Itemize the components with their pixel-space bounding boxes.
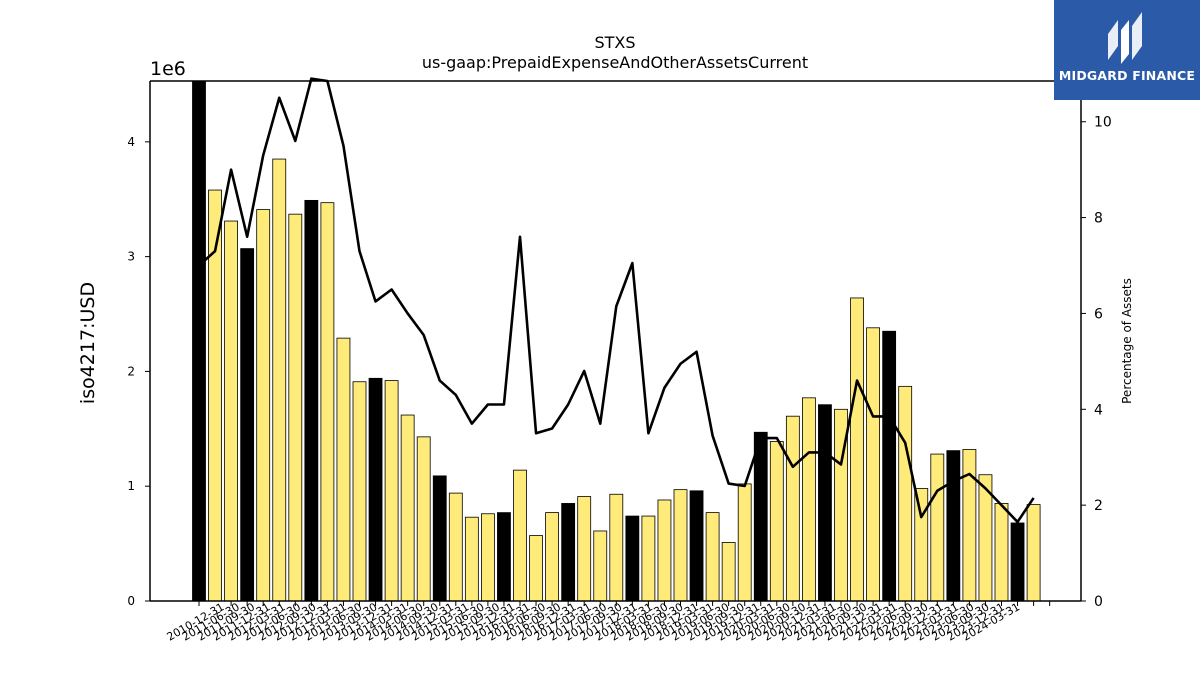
bar [802, 397, 816, 602]
bars-layer [192, 80, 1041, 602]
y2-tick-label: 10 [1094, 115, 1112, 131]
bar [962, 449, 977, 602]
y-tick-label: 2 [127, 364, 135, 378]
bar [673, 489, 688, 602]
y2-tick-label: 0 [1094, 594, 1103, 610]
bar [641, 515, 656, 602]
bar [753, 431, 768, 602]
bar [818, 404, 832, 602]
bar [288, 213, 303, 602]
bar [256, 209, 271, 602]
bar [657, 499, 672, 602]
chart-title: STXS [594, 33, 635, 52]
bar [850, 297, 864, 602]
bar [497, 512, 511, 602]
bar [705, 512, 720, 602]
bar [866, 327, 880, 602]
bar [561, 503, 576, 602]
bar [689, 490, 704, 602]
bar [240, 248, 255, 602]
axes-layer: 0123402468102010-12-312011-06-302011-09-… [127, 80, 1112, 644]
y2-tick-label: 4 [1094, 402, 1103, 418]
bar [593, 530, 608, 602]
bar [304, 199, 319, 602]
bar [577, 496, 592, 602]
bar [432, 475, 447, 602]
bar [480, 513, 495, 602]
percentage-line [198, 77, 1035, 524]
bar [1010, 522, 1025, 602]
chart-subtitle: us-gaap:PrepaidExpenseAndOtherAssetsCurr… [422, 53, 808, 72]
bar [400, 414, 415, 602]
bar [930, 453, 945, 602]
bar [416, 436, 431, 602]
logo-text: MIDGARD FINANCE [1058, 68, 1196, 83]
y-offset-label: 1e6 [150, 58, 186, 80]
y-axis-label: iso4217:USD [77, 282, 99, 404]
bar [1026, 504, 1041, 602]
bar [721, 542, 736, 602]
bar [625, 515, 640, 602]
y-tick-label: 0 [127, 594, 135, 608]
bar [448, 492, 463, 602]
y-tick-label: 3 [127, 250, 135, 264]
brand-logo: MIDGARD FINANCE [1054, 0, 1200, 100]
bar [224, 220, 239, 602]
line-layer [198, 77, 1035, 524]
bar [192, 80, 206, 602]
bar [898, 385, 913, 602]
bar [994, 503, 1009, 602]
bar [545, 512, 559, 602]
midgard-logo-icon [1108, 12, 1142, 64]
y2-tick-label: 2 [1094, 498, 1103, 514]
bar [272, 158, 287, 602]
y-tick-label: 4 [127, 135, 135, 149]
bar [946, 450, 961, 602]
bar [914, 488, 929, 602]
bar [737, 483, 752, 602]
bar [769, 441, 784, 602]
bar [464, 516, 479, 602]
y2-axis-label: Percentage of Assets [1120, 278, 1134, 404]
bar [609, 493, 624, 602]
bar [352, 381, 367, 602]
y2-tick-label: 8 [1094, 211, 1103, 227]
bar [785, 415, 800, 602]
bar [384, 380, 399, 602]
y-tick-label: 1 [127, 479, 135, 493]
bar [336, 337, 351, 602]
texts-layer: STXS us-gaap:PrepaidExpenseAndOtherAsset… [77, 33, 1134, 404]
bar [529, 535, 543, 602]
bar [882, 330, 897, 602]
bar [513, 469, 527, 602]
y2-tick-label: 6 [1094, 306, 1103, 322]
bar [368, 377, 383, 602]
bar [320, 202, 335, 602]
